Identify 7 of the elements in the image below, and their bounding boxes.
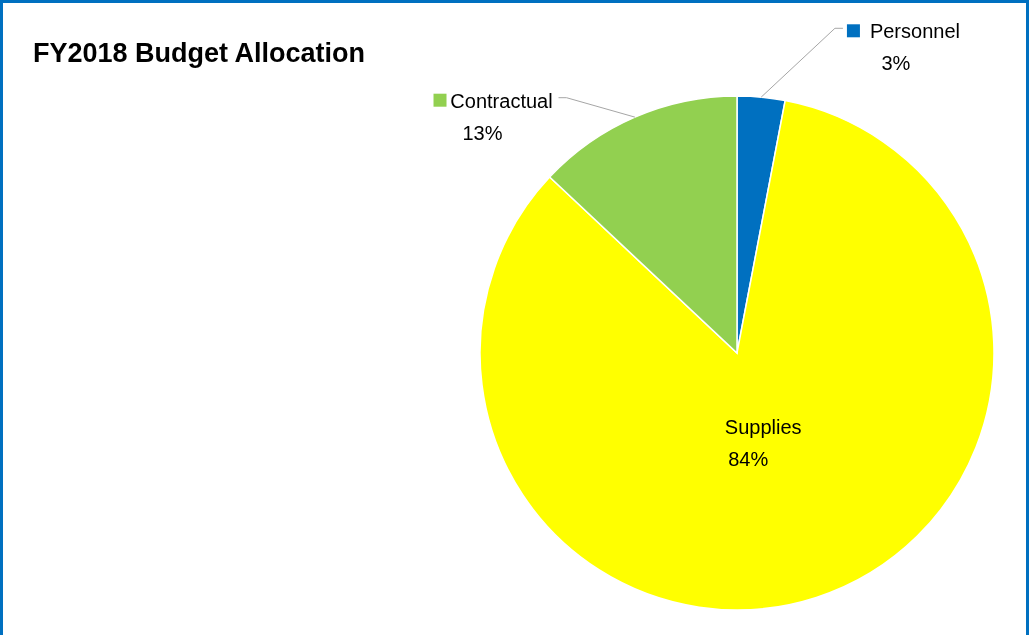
legend-label: Personnel — [869, 20, 960, 43]
data-label: 84% — [728, 447, 769, 470]
slice-label: Supplies — [724, 415, 802, 438]
text: FY2018 Budget Allocation — [33, 38, 366, 68]
legend-label: Contractual — [450, 89, 553, 112]
data-label: 13% — [462, 121, 503, 144]
data-label: 3% — [881, 52, 911, 75]
